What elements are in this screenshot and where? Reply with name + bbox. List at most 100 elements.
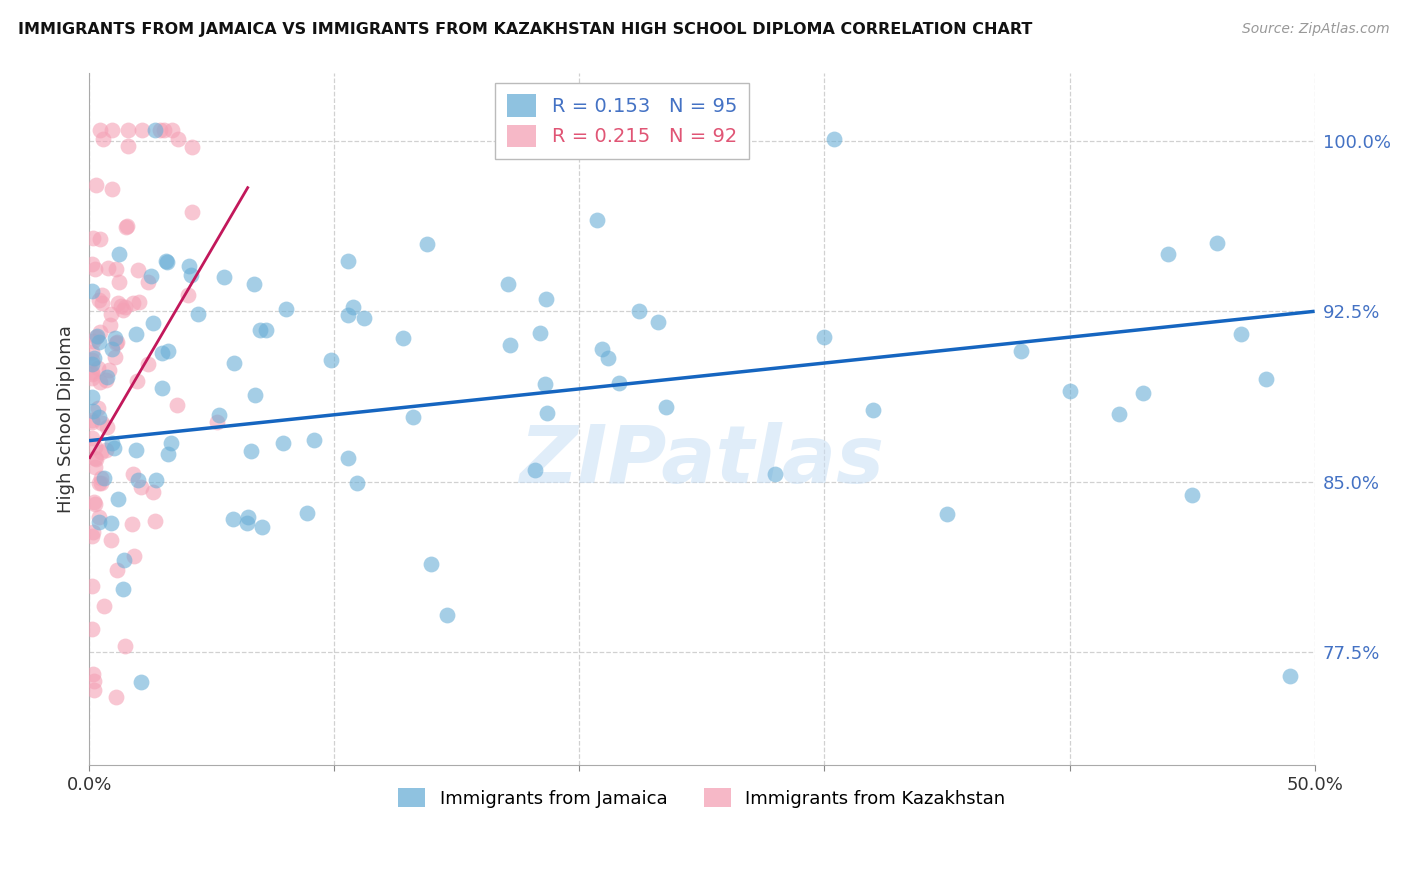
- Point: [166, 399, 188, 413]
- Point: [143, 514, 166, 528]
- Point: [93, 599, 115, 613]
- Point: [402, 410, 425, 425]
- Point: [1254, 372, 1277, 386]
- Point: [342, 300, 364, 314]
- Point: [523, 463, 546, 477]
- Point: [98, 362, 121, 376]
- Point: [105, 334, 128, 349]
- Point: [121, 296, 143, 310]
- Point: [125, 374, 148, 388]
- Point: [94, 442, 117, 457]
- Point: [80, 370, 103, 384]
- Point: [156, 447, 179, 461]
- Point: [1132, 386, 1154, 401]
- Point: [180, 140, 202, 154]
- Point: [82, 357, 104, 371]
- Point: [110, 299, 132, 313]
- Point: [224, 355, 246, 369]
- Point: [101, 435, 124, 450]
- Legend: Immigrants from Jamaica, Immigrants from Kazakhstan: Immigrants from Jamaica, Immigrants from…: [391, 781, 1012, 815]
- Point: [1156, 246, 1178, 260]
- Point: [100, 307, 122, 321]
- Point: [108, 246, 131, 260]
- Point: [87, 401, 110, 416]
- Point: [117, 219, 139, 233]
- Point: [655, 401, 678, 415]
- Point: [124, 443, 146, 458]
- Point: [84, 452, 107, 467]
- Point: [1181, 488, 1204, 502]
- Point: [91, 295, 114, 310]
- Point: [813, 330, 835, 344]
- Point: [166, 132, 188, 146]
- Point: [90, 471, 112, 485]
- Point: [89, 122, 111, 136]
- Point: [101, 182, 124, 196]
- Point: [1108, 407, 1130, 421]
- Point: [124, 549, 146, 563]
- Point: [94, 373, 117, 387]
- Point: [89, 375, 111, 389]
- Point: [242, 277, 264, 292]
- Point: [129, 675, 152, 690]
- Point: [91, 132, 114, 146]
- Point: [104, 690, 127, 705]
- Point: [91, 416, 114, 430]
- Point: [142, 317, 165, 331]
- Point: [90, 476, 112, 491]
- Point: [80, 257, 103, 271]
- Point: [89, 293, 111, 308]
- Point: [416, 237, 439, 252]
- Point: [1205, 235, 1227, 250]
- Point: [82, 404, 104, 418]
- Point: [346, 475, 368, 490]
- Point: [177, 287, 200, 301]
- Point: [150, 381, 173, 395]
- Point: [249, 323, 271, 337]
- Point: [145, 473, 167, 487]
- Point: [107, 296, 129, 310]
- Point: [114, 300, 136, 314]
- Point: [763, 467, 786, 481]
- Point: [139, 269, 162, 284]
- Point: [84, 498, 107, 512]
- Point: [391, 331, 413, 345]
- Text: Source: ZipAtlas.com: Source: ZipAtlas.com: [1241, 22, 1389, 37]
- Point: [536, 292, 558, 306]
- Point: [80, 529, 103, 543]
- Point: [121, 516, 143, 531]
- Point: [127, 473, 149, 487]
- Point: [222, 512, 245, 526]
- Point: [239, 444, 262, 458]
- Point: [114, 639, 136, 653]
- Point: [82, 334, 104, 348]
- Point: [823, 132, 845, 146]
- Point: [83, 683, 105, 698]
- Point: [80, 367, 103, 381]
- Point: [83, 495, 105, 509]
- Point: [628, 303, 651, 318]
- Point: [93, 470, 115, 484]
- Point: [112, 552, 135, 566]
- Point: [862, 403, 884, 417]
- Point: [104, 350, 127, 364]
- Point: [103, 441, 125, 455]
- Point: [84, 460, 107, 475]
- Point: [90, 444, 112, 458]
- Point: [598, 351, 620, 365]
- Point: [82, 231, 104, 245]
- Point: [142, 485, 165, 500]
- Point: [108, 276, 131, 290]
- Point: [86, 329, 108, 343]
- Point: [136, 357, 159, 371]
- Point: [83, 351, 105, 366]
- Point: [1279, 669, 1302, 683]
- Point: [159, 435, 181, 450]
- Point: [129, 480, 152, 494]
- Point: [128, 295, 150, 310]
- Point: [499, 338, 522, 352]
- Point: [254, 323, 277, 337]
- Point: [156, 254, 179, 268]
- Point: [150, 346, 173, 360]
- Point: [297, 507, 319, 521]
